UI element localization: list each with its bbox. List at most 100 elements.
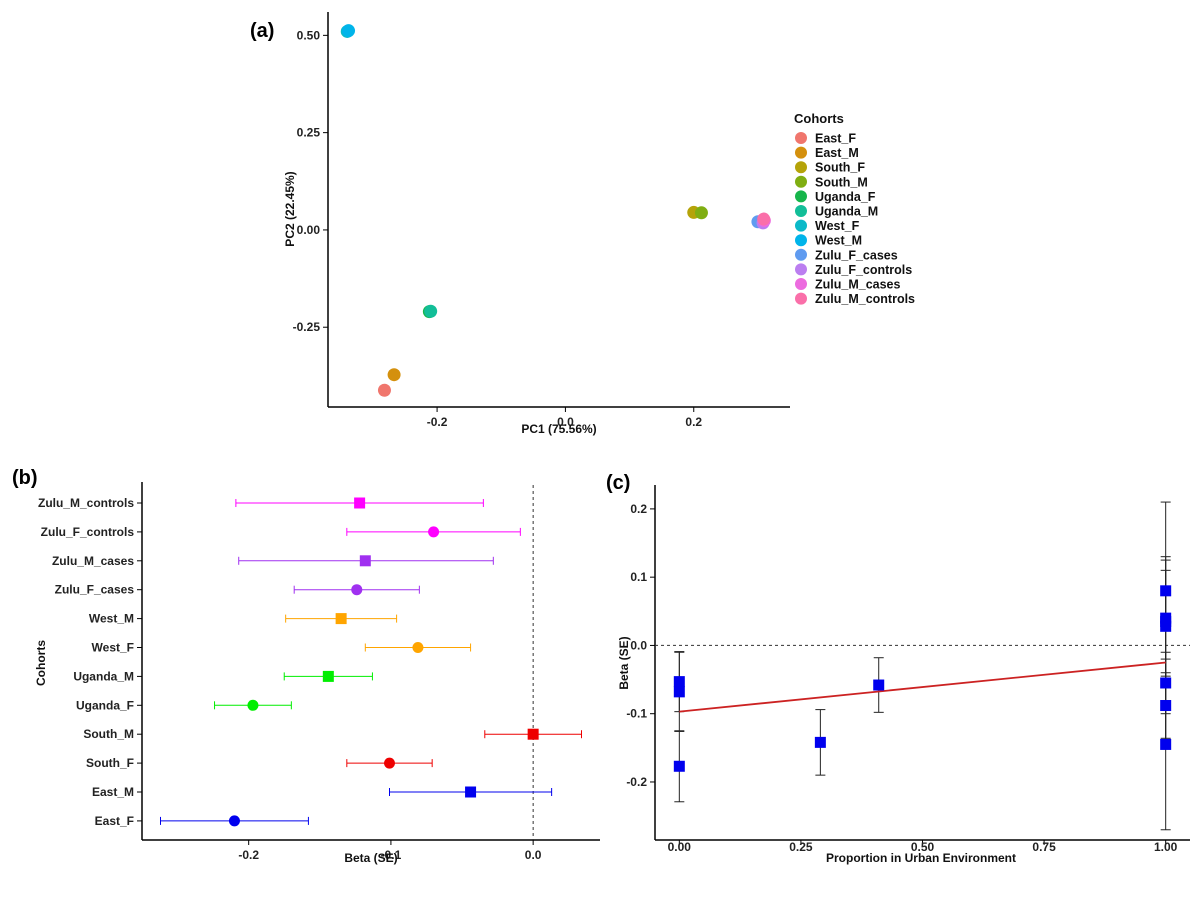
urban-x-ticks: 0.00 0.25 0.50 0.75 1.00 bbox=[668, 840, 1178, 854]
urban-point bbox=[814, 736, 826, 748]
urban-point bbox=[673, 760, 685, 772]
legend-key-zulu-f-controls bbox=[795, 263, 807, 276]
forest-row-label: South_M bbox=[83, 727, 134, 741]
urban-point bbox=[1160, 677, 1172, 689]
pca-x-tick-label: 0.0 bbox=[557, 415, 574, 429]
pca-x-tick-label: -0.2 bbox=[427, 415, 448, 429]
urban-x-tick-label: 1.00 bbox=[1154, 840, 1178, 854]
urban-error-bars bbox=[674, 501, 1171, 831]
legend-key-east-f bbox=[795, 132, 807, 144]
pca-x-label: PC1 (75.56%) bbox=[521, 422, 596, 436]
pca-y-label: PC2 (22.45%) bbox=[283, 171, 297, 246]
forest-x-label: Beta (SE) bbox=[344, 851, 397, 865]
forest-x-tick-label: -0.1 bbox=[381, 848, 402, 862]
legend-key-west-f bbox=[795, 219, 807, 232]
legend-key-zulu-f-cases bbox=[795, 248, 807, 261]
legend-key-zulu-m-controls bbox=[795, 292, 807, 305]
legend-label: East_M bbox=[815, 146, 859, 160]
panel-c-label: (c) bbox=[606, 472, 630, 494]
forest-row-label: Uganda_F bbox=[76, 698, 134, 712]
forest-row-label: Zulu_M_controls bbox=[38, 496, 134, 510]
forest-point-west-f bbox=[412, 642, 424, 653]
urban-x-label: Proportion in Urban Environment bbox=[826, 851, 1016, 865]
pca-x-ticks: -0.2 0.0 0.2 bbox=[427, 407, 702, 429]
legend-label: South_F bbox=[815, 161, 865, 175]
pca-y-tick-label: 0.25 bbox=[297, 126, 321, 140]
forest-point-uganda-f bbox=[247, 699, 259, 711]
urban-x-tick-label: 0.00 bbox=[668, 840, 692, 854]
urban-point bbox=[1160, 700, 1172, 712]
urban-regression-line bbox=[679, 661, 1166, 713]
pca-point-east-f bbox=[377, 383, 391, 397]
legend-key-uganda-f bbox=[795, 190, 807, 203]
pca-y-tick-label: 0.50 bbox=[297, 28, 321, 42]
legend-label: South_M bbox=[815, 175, 868, 189]
panel-b-label: (b) bbox=[12, 467, 38, 489]
forest-x-ticks: -0.2 -0.1 0.0 bbox=[238, 840, 542, 862]
forest-y-label: Cohorts bbox=[34, 640, 48, 686]
legend-key-west-m bbox=[795, 234, 807, 247]
urban-point bbox=[673, 676, 685, 688]
panel-a-label: (a) bbox=[250, 20, 274, 42]
legend-label: Uganda_M bbox=[815, 205, 878, 219]
pca-y-tick-label: 0.00 bbox=[297, 223, 321, 237]
forest-x-tick-label: -0.2 bbox=[238, 848, 259, 862]
forest-row-label: East_F bbox=[95, 814, 134, 828]
pca-point-zulu-m-controls bbox=[757, 212, 771, 226]
pca-y-tick-label: -0.25 bbox=[293, 320, 321, 334]
legend-key-uganda-m bbox=[795, 205, 807, 217]
forest-row-label: Uganda_M bbox=[73, 669, 134, 683]
legend-label: West_F bbox=[815, 219, 860, 233]
urban-point bbox=[1160, 585, 1172, 597]
forest-point-zulu-m-controls bbox=[354, 497, 366, 509]
forest-row-label: Zulu_F_controls bbox=[41, 525, 135, 539]
forest-plot-panel: (b) -0.2 -0.1 0.0 Zulu_M_controls Zulu_F_co… bbox=[12, 467, 600, 865]
legend-key-east-m bbox=[795, 146, 807, 159]
pca-point-uganda-m bbox=[424, 304, 438, 318]
forest-point-east-m bbox=[465, 786, 477, 798]
forest-row-label: West_M bbox=[89, 612, 134, 626]
legend-label: Zulu_M_cases bbox=[815, 278, 901, 292]
forest-row-label: South_F bbox=[86, 756, 134, 770]
pca-point-south-m bbox=[694, 206, 708, 220]
forest-x-tick-label: 0.0 bbox=[525, 848, 542, 862]
forest-point-zulu-f-cases bbox=[351, 584, 363, 596]
legend-label: Zulu_F_controls bbox=[815, 263, 912, 277]
legend-key-south-f bbox=[795, 161, 807, 174]
forest-point-south-m bbox=[527, 728, 539, 740]
urban-y-ticks: -0.2 -0.1 0.0 0.1 0.2 bbox=[626, 502, 655, 789]
pca-x-tick-label: 0.2 bbox=[685, 415, 702, 429]
legend-label: Zulu_M_controls bbox=[815, 292, 915, 306]
legend-label: East_F bbox=[815, 132, 856, 146]
urban-y-label: Beta (SE) bbox=[617, 636, 631, 689]
forest-point-uganda-m bbox=[322, 670, 334, 682]
urban-points bbox=[673, 585, 1172, 772]
forest-row-label: Zulu_F_cases bbox=[55, 583, 135, 597]
urban-regression-panel: (c) 0.00 0.25 0.50 0.75 1.00 -0.2 -0.1 0.0 0.1 0… bbox=[606, 472, 1190, 865]
pca-scatter-panel: (a) -0.2 0.0 0.2 -0.25 0.00 0.25 0.50 PC1 (75… bbox=[250, 12, 915, 436]
pca-y-ticks: -0.25 0.00 0.25 0.50 bbox=[293, 28, 328, 334]
pca-point-east-m bbox=[387, 368, 401, 382]
legend-title: Cohorts bbox=[794, 111, 844, 126]
urban-y-tick-label: -0.1 bbox=[626, 707, 647, 721]
forest-point-zulu-m-cases bbox=[359, 555, 371, 567]
legend-key-zulu-m-cases bbox=[795, 278, 807, 290]
pca-point-west-m bbox=[342, 24, 356, 38]
urban-x-tick-label: 0.25 bbox=[789, 840, 813, 854]
forest-point-zulu-f-controls bbox=[428, 526, 440, 538]
forest-rows: Zulu_M_controls Zulu_F_controls Zulu_M_cas… bbox=[38, 496, 583, 828]
urban-point bbox=[1160, 738, 1172, 750]
urban-x-tick-label: 0.75 bbox=[1032, 840, 1056, 854]
legend-label: West_M bbox=[815, 234, 862, 248]
urban-x-tick-label: 0.50 bbox=[911, 840, 935, 854]
urban-point bbox=[673, 686, 685, 698]
urban-point bbox=[1160, 620, 1172, 632]
forest-point-west-m bbox=[335, 613, 347, 625]
forest-point-south-f bbox=[383, 757, 395, 769]
urban-point bbox=[873, 679, 885, 691]
legend-label: Zulu_F_cases bbox=[815, 248, 898, 262]
urban-y-tick-label: 0.1 bbox=[630, 570, 647, 584]
urban-y-tick-label: -0.2 bbox=[626, 775, 647, 789]
